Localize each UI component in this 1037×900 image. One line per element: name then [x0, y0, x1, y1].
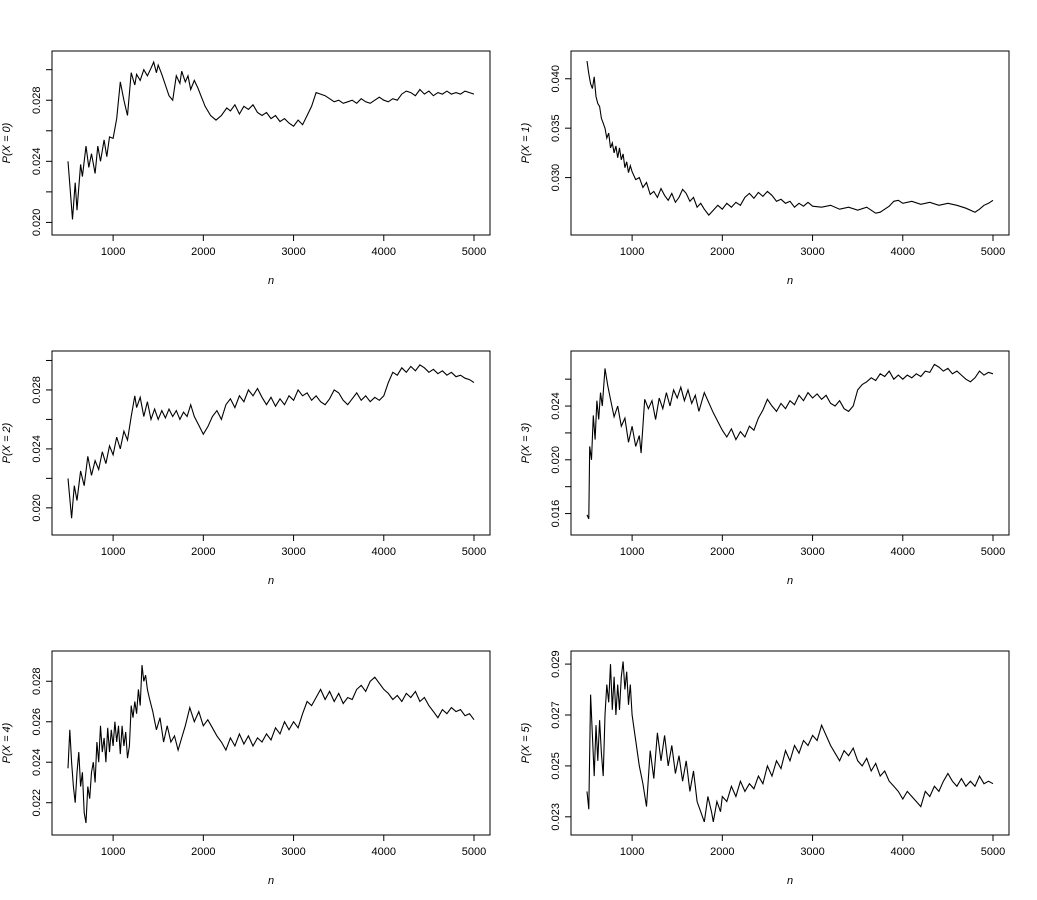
y-tick-label: 0.040 — [550, 65, 562, 93]
x-tick-label: 3000 — [281, 246, 305, 258]
series-line — [67, 665, 475, 824]
y-tick-label: 0.025 — [550, 752, 562, 780]
y-tick-label: 0.026 — [31, 708, 43, 736]
series-line — [586, 661, 994, 823]
y-axis-label: P(X = 1) — [520, 122, 532, 163]
chart-panel: 1000 2000 3000 4000 5000 0.020 0.024 0.028 n P(X … — [1, 350, 491, 587]
x-axis-label: n — [787, 575, 793, 587]
x-tick-label: 1000 — [620, 246, 644, 258]
x-tick-label: 5000 — [462, 846, 486, 858]
x-tick-label: 5000 — [981, 846, 1005, 858]
x-tick-label: 4000 — [891, 246, 915, 258]
y-axis-label: P(X = 5) — [520, 722, 532, 763]
x-tick-label: 4000 — [372, 546, 396, 558]
y-tick-label: 0.020 — [550, 446, 562, 474]
x-tick-label: 5000 — [462, 246, 486, 258]
y-tick-label: 0.024 — [550, 392, 562, 420]
plot-frame — [51, 50, 491, 236]
x-tick-label: 2000 — [710, 246, 734, 258]
x-tick-label: 2000 — [710, 546, 734, 558]
series-line — [67, 364, 475, 519]
x-tick-label: 4000 — [372, 846, 396, 858]
x-tick-label: 5000 — [462, 546, 486, 558]
x-tick-label: 4000 — [891, 846, 915, 858]
x-tick-label: 2000 — [191, 846, 215, 858]
x-tick-label: 1000 — [101, 546, 125, 558]
y-tick-label: 0.022 — [31, 789, 43, 817]
y-tick-label: 0.024 — [31, 435, 43, 463]
plot-frame — [570, 50, 1010, 236]
y-tick-label: 0.020 — [31, 494, 43, 522]
y-tick-label: 0.030 — [550, 164, 562, 192]
x-tick-label: 1000 — [101, 846, 125, 858]
series-line — [67, 60, 475, 220]
y-tick-label: 0.035 — [550, 114, 562, 142]
y-axis-label: P(X = 0) — [1, 122, 13, 163]
x-tick-label: 2000 — [191, 546, 215, 558]
series-line — [586, 60, 994, 216]
y-tick-label: 0.016 — [550, 500, 562, 528]
x-tick-label: 4000 — [891, 546, 915, 558]
chart-panel: 1000 2000 3000 4000 5000 0.016 0.020 0.024 n P(X … — [520, 350, 1010, 587]
y-tick-label: 0.028 — [31, 667, 43, 695]
x-tick-label: 3000 — [281, 546, 305, 558]
y-tick-label: 0.028 — [31, 86, 43, 114]
x-tick-label: 1000 — [620, 546, 644, 558]
x-tick-label: 1000 — [101, 246, 125, 258]
y-axis-label: P(X = 3) — [520, 422, 532, 463]
x-tick-label: 3000 — [800, 846, 824, 858]
chart-panel: 1000 2000 3000 4000 5000 0.030 0.035 0.040 n P(X … — [520, 50, 1010, 287]
series-line — [586, 363, 994, 520]
x-tick-label: 5000 — [981, 246, 1005, 258]
x-axis-label: n — [268, 575, 274, 587]
chart-panel: 1000 2000 3000 4000 5000 0.020 0.024 0.028 n P(X … — [1, 50, 491, 287]
plot-frame — [51, 350, 491, 536]
chart-panel: 1000 2000 3000 4000 5000 0.023 0.025 0.027 0.029… — [520, 650, 1010, 887]
y-tick-label: 0.024 — [31, 748, 43, 776]
x-tick-label: 3000 — [281, 846, 305, 858]
plot-frame — [51, 650, 491, 836]
x-tick-label: 1000 — [620, 846, 644, 858]
x-axis-label: n — [268, 875, 274, 887]
x-axis-label: n — [787, 875, 793, 887]
y-tick-label: 0.027 — [550, 701, 562, 729]
plot-frame — [570, 350, 1010, 536]
x-tick-label: 5000 — [981, 546, 1005, 558]
x-tick-label: 2000 — [710, 846, 734, 858]
chart-panel: 1000 2000 3000 4000 5000 0.022 0.024 0.026 0.028… — [1, 650, 491, 887]
x-tick-label: 4000 — [372, 246, 396, 258]
plot-frame — [570, 650, 1010, 836]
x-tick-label: 2000 — [191, 246, 215, 258]
y-tick-label: 0.028 — [31, 376, 43, 404]
x-axis-label: n — [268, 275, 274, 287]
y-tick-label: 0.029 — [550, 650, 562, 678]
x-tick-label: 3000 — [800, 246, 824, 258]
y-axis-label: P(X = 4) — [1, 722, 13, 763]
y-tick-label: 0.024 — [31, 148, 43, 176]
x-tick-label: 3000 — [800, 546, 824, 558]
y-axis-label: P(X = 2) — [1, 422, 13, 463]
x-axis-label: n — [787, 275, 793, 287]
y-tick-label: 0.020 — [31, 209, 43, 237]
y-tick-label: 0.023 — [550, 803, 562, 831]
